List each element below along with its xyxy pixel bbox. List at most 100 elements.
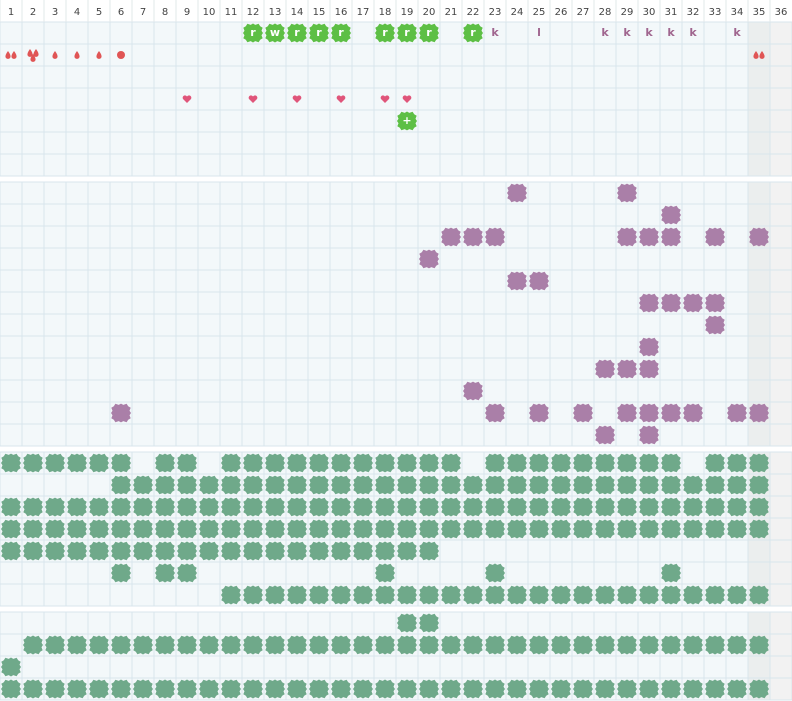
marker-letter: r xyxy=(470,26,476,39)
green-blob xyxy=(221,519,241,539)
green-blob xyxy=(727,519,747,539)
green-blob xyxy=(529,453,549,473)
green-blob xyxy=(727,679,747,699)
purple-blob xyxy=(683,403,703,423)
green-blob xyxy=(617,519,637,539)
green-blob xyxy=(45,635,65,655)
green-blob xyxy=(595,475,615,495)
green-blob xyxy=(507,497,527,517)
green-blob xyxy=(705,475,725,495)
weekend-column xyxy=(770,452,792,606)
green-blob xyxy=(441,519,461,539)
purple-blob xyxy=(661,403,681,423)
green-blob xyxy=(89,519,109,539)
green-blob xyxy=(441,585,461,605)
green-blob xyxy=(45,519,65,539)
green-blob xyxy=(419,635,439,655)
green-blob xyxy=(573,453,593,473)
green-blob xyxy=(309,519,329,539)
green-blob xyxy=(265,475,285,495)
column-number: 22 xyxy=(467,7,480,18)
heart-icon xyxy=(380,95,390,103)
green-blob xyxy=(463,679,483,699)
purple-blob xyxy=(485,403,505,423)
green-blob xyxy=(507,635,527,655)
green-blob xyxy=(111,679,131,699)
purple-blob xyxy=(507,183,527,203)
green-blob xyxy=(67,497,87,517)
green-blob xyxy=(1,657,21,677)
green-blob xyxy=(705,519,725,539)
green-blob xyxy=(221,497,241,517)
green-blob xyxy=(441,475,461,495)
green-blob xyxy=(683,679,703,699)
green-blob xyxy=(683,635,703,655)
green-blob xyxy=(265,635,285,655)
marker-letter: r xyxy=(316,26,322,39)
green-blob xyxy=(683,519,703,539)
column-number: 16 xyxy=(335,7,348,18)
heart-icon xyxy=(182,95,192,103)
marker-letter: r xyxy=(338,26,344,39)
column-number: 3 xyxy=(52,7,58,18)
green-blob xyxy=(1,541,21,561)
green-blob xyxy=(177,563,197,583)
green-blob xyxy=(617,497,637,517)
green-blob xyxy=(639,519,659,539)
marker-blob xyxy=(309,23,329,43)
column-number: 11 xyxy=(225,7,238,18)
green-blob xyxy=(23,635,43,655)
green-blob xyxy=(23,497,43,517)
green-blob xyxy=(221,585,241,605)
green-blob xyxy=(199,497,219,517)
green-blob xyxy=(177,635,197,655)
green-blob xyxy=(397,519,417,539)
green-blob xyxy=(397,635,417,655)
purple-blob xyxy=(705,293,725,313)
purple-blob xyxy=(595,359,615,379)
marker-symbol: + xyxy=(402,114,411,127)
green-blob xyxy=(89,679,109,699)
column-number: 4 xyxy=(74,7,80,18)
green-blob xyxy=(485,585,505,605)
green-blob xyxy=(595,635,615,655)
column-number: 12 xyxy=(247,7,260,18)
green-blob xyxy=(67,541,87,561)
green-blob xyxy=(397,613,417,633)
marker-letter: k xyxy=(491,26,499,39)
green-blob xyxy=(353,497,373,517)
green-blob xyxy=(749,635,769,655)
marker-letter: k xyxy=(733,26,741,39)
green-blob xyxy=(617,585,637,605)
marker-letter: k xyxy=(645,26,653,39)
purple-blob xyxy=(507,271,527,291)
green-blob xyxy=(727,585,747,605)
drop-icon xyxy=(96,51,102,59)
purple-blob xyxy=(705,227,725,247)
purple-blob xyxy=(749,403,769,423)
purple-blob xyxy=(639,293,659,313)
purple-blob xyxy=(639,227,659,247)
green-blob xyxy=(727,475,747,495)
purple-blob xyxy=(485,227,505,247)
green-blob xyxy=(331,519,351,539)
green-blob xyxy=(287,585,307,605)
green-blob xyxy=(1,679,21,699)
purple-blob xyxy=(463,227,483,247)
green-blob xyxy=(375,497,395,517)
purple-blob xyxy=(639,403,659,423)
green-blob xyxy=(397,453,417,473)
green-blob xyxy=(617,679,637,699)
purple-blob xyxy=(617,183,637,203)
column-number: 32 xyxy=(687,7,700,18)
marker-letter: k xyxy=(601,26,609,39)
heart-icon xyxy=(336,95,346,103)
green-blob xyxy=(353,453,373,473)
green-blob xyxy=(111,497,131,517)
green-blob xyxy=(485,635,505,655)
purple-blob xyxy=(683,293,703,313)
green-blob xyxy=(331,497,351,517)
green-blob xyxy=(419,541,439,561)
green-blob xyxy=(573,519,593,539)
green-blob xyxy=(23,541,43,561)
